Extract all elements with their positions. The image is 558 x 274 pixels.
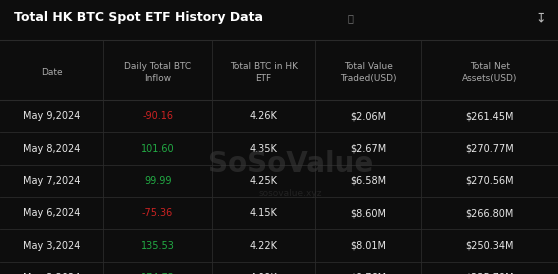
Text: Total BTC in HK
ETF: Total BTC in HK ETF — [230, 62, 297, 83]
Text: SoSoValue: SoSoValue — [208, 150, 373, 178]
Text: $270.56M: $270.56M — [465, 176, 514, 186]
Text: ⓘ: ⓘ — [348, 13, 354, 23]
Text: 4.09K: 4.09K — [250, 273, 277, 274]
Text: May 2,2024: May 2,2024 — [23, 273, 80, 274]
Text: -90.16: -90.16 — [142, 111, 173, 121]
Text: $6.58M: $6.58M — [350, 176, 386, 186]
Text: sosovalue.xyz: sosovalue.xyz — [258, 189, 322, 198]
Text: Daily Total BTC
Inflow: Daily Total BTC Inflow — [124, 62, 191, 83]
Text: 4.26K: 4.26K — [250, 111, 277, 121]
Text: $235.79M: $235.79M — [465, 273, 514, 274]
Text: 4.15K: 4.15K — [250, 208, 277, 218]
Text: $9.76M: $9.76M — [350, 273, 386, 274]
Text: 174.73: 174.73 — [141, 273, 175, 274]
Text: 4.22K: 4.22K — [249, 241, 278, 250]
Text: $2.67M: $2.67M — [350, 144, 386, 153]
Text: May 3,2024: May 3,2024 — [23, 241, 80, 250]
Text: 99.99: 99.99 — [144, 176, 171, 186]
Text: $8.01M: $8.01M — [350, 241, 386, 250]
Text: $2.06M: $2.06M — [350, 111, 386, 121]
Text: $266.80M: $266.80M — [465, 208, 514, 218]
Text: Total HK BTC Spot ETF History Data: Total HK BTC Spot ETF History Data — [14, 11, 263, 24]
Text: May 7,2024: May 7,2024 — [23, 176, 80, 186]
Text: May 6,2024: May 6,2024 — [23, 208, 80, 218]
Text: Total Value
Traded(USD): Total Value Traded(USD) — [340, 62, 397, 83]
Text: ↧: ↧ — [535, 11, 546, 24]
Text: 4.35K: 4.35K — [250, 144, 277, 153]
Text: 101.60: 101.60 — [141, 144, 175, 153]
Text: $270.77M: $270.77M — [465, 144, 514, 153]
Text: 4.25K: 4.25K — [249, 176, 278, 186]
Text: 135.53: 135.53 — [141, 241, 175, 250]
Text: $261.45M: $261.45M — [465, 111, 514, 121]
Text: May 9,2024: May 9,2024 — [23, 111, 80, 121]
Text: Date: Date — [41, 68, 62, 77]
Text: $8.60M: $8.60M — [350, 208, 386, 218]
Text: Total Net
Assets(USD): Total Net Assets(USD) — [462, 62, 517, 83]
Text: -75.36: -75.36 — [142, 208, 174, 218]
Text: $250.34M: $250.34M — [465, 241, 514, 250]
Text: May 8,2024: May 8,2024 — [23, 144, 80, 153]
